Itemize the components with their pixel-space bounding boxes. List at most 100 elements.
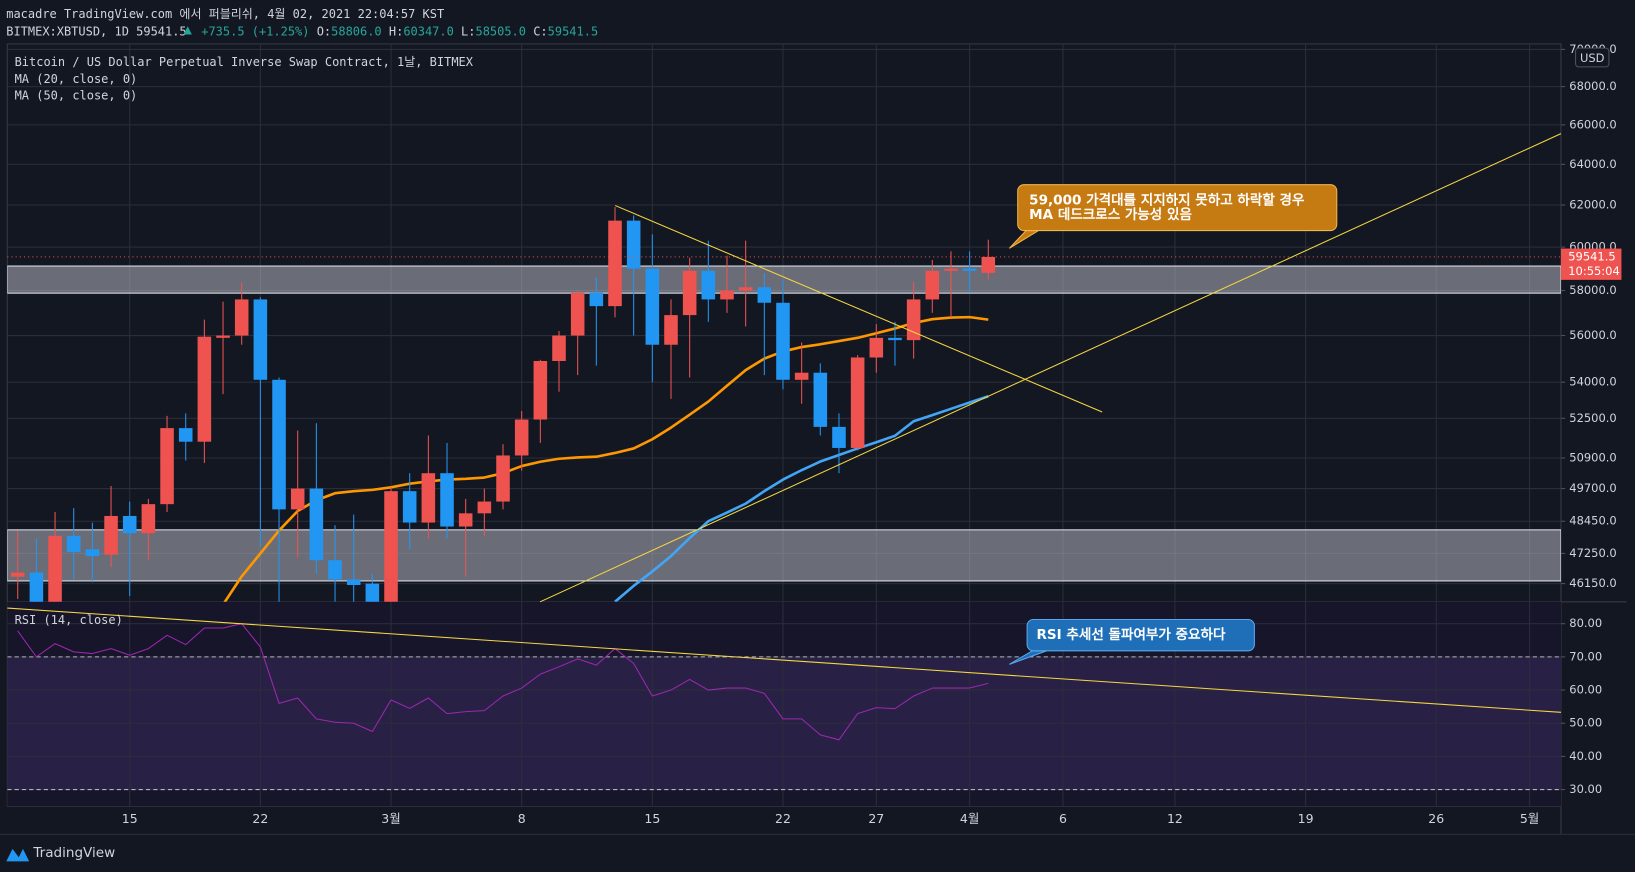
y-tick-label: 70.00 bbox=[1569, 649, 1602, 663]
candle-body bbox=[813, 372, 828, 427]
trend-line bbox=[615, 205, 1103, 413]
up-arrow bbox=[183, 26, 192, 35]
y-tick-label: 50900.0 bbox=[1569, 450, 1616, 464]
last-price-label: 59541.5 bbox=[1568, 249, 1615, 263]
x-tick-label: 19 bbox=[1298, 811, 1314, 826]
x-tick-label: 6 bbox=[1059, 811, 1067, 826]
currency-box bbox=[1575, 47, 1610, 68]
x-tick-label: 4월 bbox=[960, 811, 979, 826]
x-tick-label: 12 bbox=[1167, 811, 1183, 826]
candle-body bbox=[290, 488, 305, 510]
candle-body bbox=[66, 535, 81, 553]
price-plot bbox=[7, 207, 1561, 602]
candle-body bbox=[682, 270, 697, 316]
countdown: 10:55:04 bbox=[1568, 264, 1620, 278]
drawings: 59,000 가격대를 지지하지 못하고 하락할 경우 MA 데드크로스 가능성… bbox=[7, 133, 1562, 713]
y-tick-label: 47250.0 bbox=[1569, 546, 1616, 560]
y-tick-label: 68000.0 bbox=[1569, 79, 1616, 93]
rsi-trend-line bbox=[7, 607, 1562, 713]
series-line bbox=[17, 623, 989, 741]
last: 59541.5 bbox=[136, 24, 187, 38]
candle-body bbox=[552, 335, 566, 361]
support-zone bbox=[7, 529, 1561, 582]
chart-title: Bitcoin / US Dollar Perpetual Inverse Sw… bbox=[15, 55, 474, 69]
symbol: BITMEX:XBTUSD, 1D bbox=[6, 24, 129, 38]
candle-body bbox=[234, 299, 249, 336]
x-tick-label: 22 bbox=[775, 811, 791, 826]
brand: TradingView bbox=[32, 845, 115, 861]
y-tick-label: 56000.0 bbox=[1569, 328, 1616, 342]
series-line bbox=[223, 315, 989, 602]
candle-body bbox=[962, 268, 977, 271]
candle-body bbox=[626, 220, 641, 269]
rsi-plot bbox=[7, 623, 1561, 791]
quote-line: BITMEX:XBTUSD, 1D 59541.5 +735.5 (+1.25%)… bbox=[6, 24, 598, 38]
y-tick-label: 52500.0 bbox=[1569, 411, 1616, 425]
callout-text: RSI 추세선 돌파여부가 중요하다 bbox=[1036, 626, 1225, 643]
callout-box bbox=[1017, 184, 1338, 232]
ohlc-value: 60347.0 bbox=[403, 24, 454, 38]
candle-body bbox=[253, 299, 268, 380]
y-tick-label: 48450.0 bbox=[1569, 514, 1616, 528]
candle-body bbox=[664, 315, 678, 345]
last-price-box bbox=[1560, 248, 1622, 280]
ohlc-value: 58806.0 bbox=[331, 24, 382, 38]
change: +735.5 (+1.25%) bbox=[201, 24, 309, 38]
candle-body bbox=[981, 256, 996, 273]
candle-body bbox=[458, 513, 473, 527]
y-tick-label: 58000.0 bbox=[1569, 283, 1616, 297]
axes: 15 22 3월 8 15 22 27 4월 6 12 19 26 5월 46150.0 47250.0 48… bbox=[122, 42, 1622, 826]
candle-body bbox=[160, 428, 174, 505]
candle-body bbox=[197, 336, 212, 442]
candle-body bbox=[178, 428, 193, 442]
candle-body bbox=[720, 290, 734, 300]
candle-body bbox=[533, 360, 548, 420]
y-tick-label: 80.00 bbox=[1569, 616, 1602, 630]
candle-body bbox=[906, 299, 921, 341]
resistance-zone bbox=[7, 265, 1561, 294]
candle-body bbox=[421, 473, 436, 523]
series-line bbox=[614, 395, 989, 602]
candle-body bbox=[850, 357, 865, 448]
legend-entry: MA (20, close, 0) bbox=[15, 72, 138, 86]
ohlc-label: H: bbox=[389, 24, 403, 38]
y-tick-label: 66000.0 bbox=[1569, 117, 1616, 131]
x-tick-label: 27 bbox=[868, 811, 884, 826]
y-tick-label: 49700.0 bbox=[1569, 481, 1616, 495]
callout-box bbox=[1026, 618, 1255, 652]
candle-body bbox=[608, 220, 622, 307]
candle-body bbox=[440, 473, 454, 527]
y-tick-label: 40.00 bbox=[1569, 749, 1602, 763]
candle-body bbox=[570, 292, 585, 336]
ohlc-value: 59541.5 bbox=[548, 24, 599, 38]
candle-body bbox=[85, 549, 100, 557]
candle-body bbox=[10, 572, 25, 577]
candle-body bbox=[48, 535, 62, 602]
candle-body bbox=[402, 491, 417, 523]
candle-body bbox=[346, 579, 361, 585]
x-tick-label: 15 bbox=[122, 811, 138, 826]
candle-body bbox=[384, 491, 398, 602]
ohlc-label: C: bbox=[533, 24, 547, 38]
candle-body bbox=[309, 488, 324, 561]
candle-body bbox=[29, 572, 44, 602]
ohlc-value: 58505.0 bbox=[475, 24, 526, 38]
trend-line bbox=[539, 133, 1562, 603]
y-tick-label: 60.00 bbox=[1569, 683, 1602, 697]
legend-entry: MA (50, close, 0) bbox=[15, 89, 138, 103]
candle-body bbox=[757, 287, 772, 303]
y-tick-label: 64000.0 bbox=[1569, 157, 1616, 171]
candle-body bbox=[365, 583, 380, 602]
y-tick-label: 54000.0 bbox=[1569, 375, 1616, 389]
candle-body bbox=[141, 504, 156, 534]
candle-body bbox=[701, 270, 716, 300]
y-tick-label: 62000.0 bbox=[1569, 198, 1616, 212]
x-tick-label: 22 bbox=[252, 811, 268, 826]
ohlc-label: O: bbox=[317, 24, 331, 38]
zones bbox=[7, 265, 1561, 582]
ohlc-label: L: bbox=[461, 24, 475, 38]
candle-body bbox=[272, 379, 286, 510]
candle-body bbox=[944, 268, 958, 271]
candle-body bbox=[589, 292, 604, 307]
